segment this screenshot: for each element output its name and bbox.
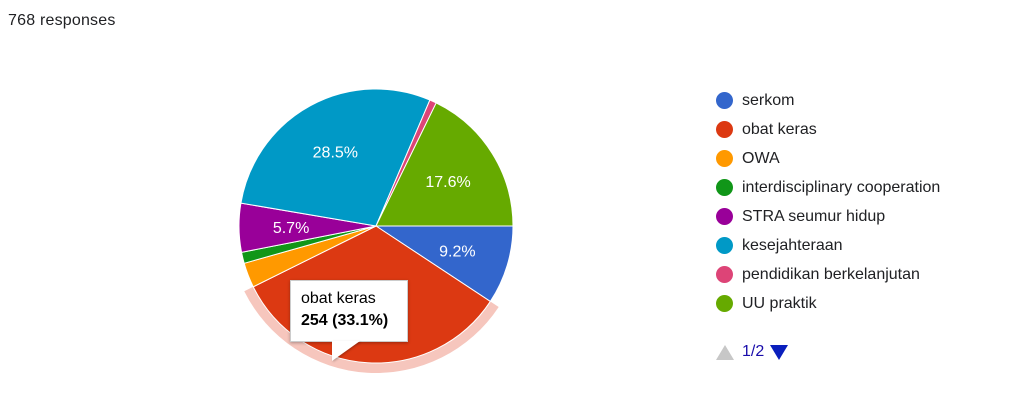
pie-slice-serkom[interactable] — [374, 225, 514, 303]
page-down-icon[interactable] — [770, 344, 789, 360]
legend-label: interdisciplinary cooperation — [742, 178, 941, 196]
slice-label-kesejahteraan: 28.5% — [313, 144, 358, 161]
legend-swatch-icon — [716, 295, 733, 312]
legend-swatch-icon — [716, 237, 733, 254]
legend-item[interactable]: serkom — [716, 86, 940, 115]
legend-item[interactable]: interdisciplinary cooperation — [716, 173, 940, 202]
legend-label: kesejahteraan — [742, 236, 843, 254]
legend-label: UU praktik — [742, 294, 817, 312]
legend-label: obat keras — [742, 120, 817, 138]
page-up-icon — [716, 344, 734, 360]
legend-label: pendidikan berkelanjutan — [742, 265, 920, 283]
tooltip-value: 254 (33.1%) — [301, 312, 389, 329]
legend-item[interactable]: obat keras — [716, 115, 940, 144]
legend-item[interactable]: OWA — [716, 144, 940, 173]
legend-swatch-icon — [716, 179, 733, 196]
slice-label-stra-seumur-hidup: 5.7% — [273, 220, 309, 237]
legend-label: OWA — [742, 149, 780, 167]
chart-legend: serkom obat keras OWA interdisciplinary coo… — [716, 86, 940, 318]
legend-swatch-icon — [716, 266, 733, 283]
slice-label-serkom: 9.2% — [439, 243, 475, 260]
responses-count: 768 responses — [8, 12, 116, 29]
legend-swatch-icon — [716, 208, 733, 225]
pie-slice-uu-praktik[interactable] — [375, 102, 514, 227]
legend-swatch-icon — [716, 121, 733, 138]
legend-item[interactable]: UU praktik — [716, 289, 940, 318]
legend-swatch-icon — [716, 150, 733, 167]
legend-item[interactable]: kesejahteraan — [716, 231, 940, 260]
legend-swatch-icon — [716, 92, 733, 109]
legend-label: serkom — [742, 91, 795, 109]
legend-pager: 1/2 — [716, 343, 789, 361]
slice-label-uu-praktik: 17.6% — [425, 174, 470, 191]
legend-item[interactable]: STRA seumur hidup — [716, 202, 940, 231]
slice-tooltip: obat keras 254 (33.1%) — [290, 280, 408, 342]
pie-slice-kesejahteraan[interactable] — [240, 88, 431, 227]
legend-item[interactable]: pendidikan berkelanjutan — [716, 260, 940, 289]
legend-label: STRA seumur hidup — [742, 207, 886, 225]
tooltip-name: obat keras — [301, 290, 376, 307]
tooltip-tail — [332, 341, 360, 361]
page-indicator: 1/2 — [742, 343, 765, 360]
